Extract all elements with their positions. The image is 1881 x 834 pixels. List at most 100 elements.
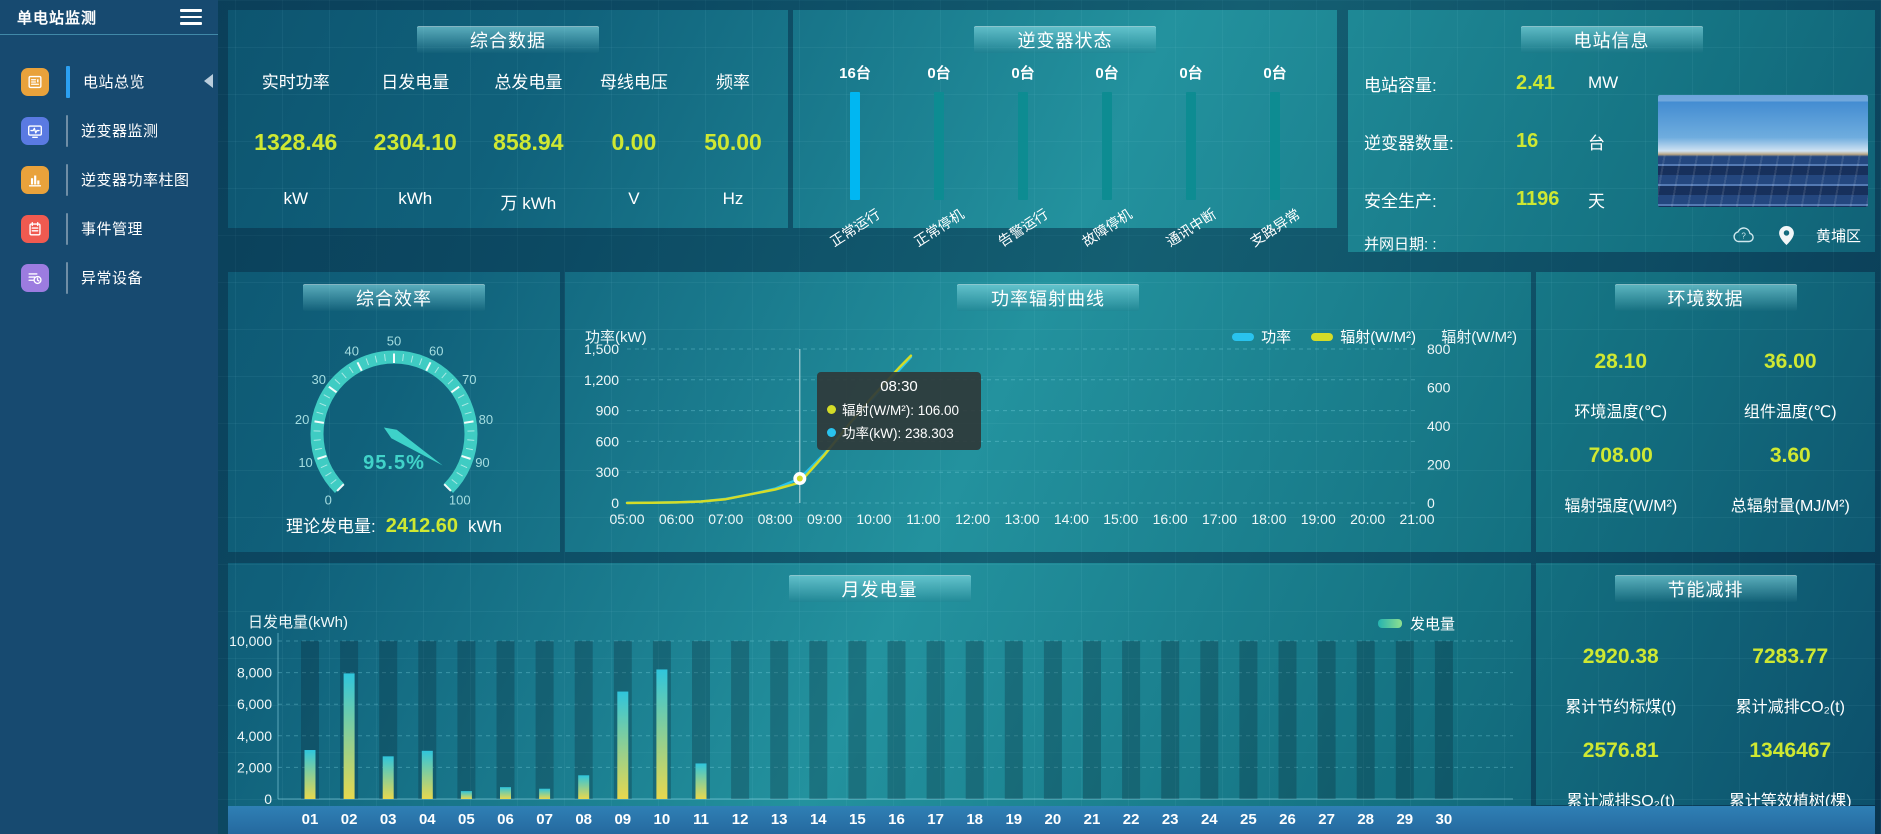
sidebar-item-4[interactable]: 事件管理 [0,204,218,253]
theory-energy-label: 理论发电量: [285,517,376,536]
sidebar-item-label: 异常设备 [81,270,144,287]
day-axis-label: 17 [927,811,944,828]
theory-energy-unit: kWh [468,517,503,536]
nav-separator [66,212,68,245]
inverter-count: 0台 [1179,65,1203,82]
nav-separator [66,261,68,294]
energy-saving-metric-value: 7283.77 [1752,645,1829,668]
station-footer: ? 黄埔区 [1731,225,1861,246]
efficiency-title-text: 综合效率 [356,289,432,309]
environment-metric-label: 辐射强度(W/M²) [1564,498,1678,515]
day-axis-label: 08 [575,811,593,828]
energy-saving-metric-value: 1346467 [1749,739,1832,762]
svg-text:05:00: 05:00 [609,511,644,527]
station-row-value: 1196 [1516,187,1560,210]
inverter-status-item: 0台 告警运行 [987,62,1059,250]
day-axis-label: 28 [1357,811,1375,828]
metric-label: 实时功率 [261,73,330,92]
day-axis-label: 10 [653,811,671,828]
day-axis-label: 27 [1318,811,1335,828]
inverter-status-bar [1102,92,1112,200]
svg-text:4,000: 4,000 [237,728,272,744]
svg-text:8,000: 8,000 [237,665,272,681]
tooltip-row-text: 辐射(W/M²): 106.00 [842,403,960,418]
svg-text:0: 0 [611,495,619,511]
metric-unit: Hz [722,189,744,208]
environment-metric: 36.00 组件温度(℃) [1706,350,1876,422]
sidebar-item-label: 电站总览 [83,74,146,91]
menu-icon[interactable] [180,9,202,25]
inverter-count: 0台 [1263,65,1287,82]
tooltip-row: 辐射(W/M²): 106.00 [827,399,971,419]
svg-text:50: 50 [387,334,401,349]
legend-item-radiation[interactable]: 辐射(W/M²) [1311,326,1416,347]
abnormal-device-icon [21,263,49,292]
metric-unit: 万 kWh [500,194,557,213]
energy-saving-metric-label: 累计减排CO₂(t) [1735,699,1845,716]
svg-text:6,000: 6,000 [237,696,272,712]
energy-saving-metric-label: 累计减排SO₂(t) [1566,793,1675,810]
legend-item-power[interactable]: 功率 [1232,326,1291,347]
right-axis-name: 辐射(W/M²) [1441,329,1517,346]
day-axis-band[interactable]: 01 02 03 04 05 06 07 08 09 10 11 12 13 14 15 16 17 18 19 20… [228,806,1875,834]
svg-text:07:00: 07:00 [708,511,743,527]
station-row-label: 并网日期: : [1364,235,1437,253]
svg-text:600: 600 [1427,380,1451,396]
environment-title: 环境数据 [1614,284,1797,311]
sidebar-item-2[interactable]: 逆变器监测 [0,106,218,155]
day-axis-label: 18 [966,811,984,828]
tooltip-series-dot [827,427,836,437]
sidebar-item-1[interactable]: 电站总览 [0,57,218,106]
inverter-status-bar [1018,92,1028,200]
left-axis-name: 功率(kW) [585,329,647,346]
overview-icon [21,67,49,96]
inverter-count: 16台 [839,65,871,82]
inverter-status-label: 告警运行 [995,205,1051,250]
svg-text:600: 600 [596,433,620,449]
inverter-status-bar [1270,92,1280,200]
station-info-title-text: 电站信息 [1573,31,1650,51]
inverter-status-label: 故障停机 [1079,205,1135,250]
station-row-unit: MW [1588,73,1619,92]
metric-unit: kW [283,189,309,208]
summary-panel-title: 综合数据 [417,26,599,53]
summary-metric: 总发电量 858.94 万 kWh [493,68,563,214]
environment-metric: 28.10 环境温度(℃) [1536,350,1706,422]
sidebar-item-5[interactable]: 异常设备 [0,253,218,302]
tooltip-rows: 辐射(W/M²): 106.00 功率(kW): 238.303 [827,399,971,442]
sidebar-item-3[interactable]: 逆变器功率柱图 [0,155,218,204]
inverter-status-item: 0台 通讯中断 [1155,62,1227,250]
day-axis-label: 20 [1044,811,1062,828]
environment-title-text: 环境数据 [1667,289,1744,309]
station-photo [1658,95,1868,207]
legend-swatch [1311,332,1334,341]
inverter-status-label: 正常运行 [827,205,883,250]
inverter-status-item: 0台 支路异常 [1239,62,1311,250]
svg-text:900: 900 [596,403,620,419]
summary-panel: 综合数据 实时功率 1328.46 kW 日发电量 2304.10 kWh 总发电量 858.… [228,10,788,228]
svg-text:0: 0 [325,492,332,507]
day-axis-label: 05 [458,811,475,828]
inverter-status-item: 16台正常运行 [819,62,891,250]
svg-text:1,200: 1,200 [584,372,619,388]
metric-unit: V [628,189,640,208]
nav-separator [66,65,70,98]
gauge-value: 95.5% [363,452,425,474]
location-pin-icon [1779,226,1794,245]
line-chart-legend: 功率 辐射(W/M²) [1232,326,1416,347]
inverter-status-panel: 逆变器状态 16台 正常运行 0台 正常停机 0台 告警运行 0台 故障停机 0台 通讯中断 0台支… [793,10,1337,250]
inverter-status-bars: 16台 正常运行 0台 正常停机 0台 告警运行 0台 故障停机 0台 通讯中断 0台 支路异常 [819,62,1311,250]
environment-metrics: 28.10 环境温度(℃) 36.00 组件温度(℃) 708.00 辐射强度(W/M²)… [1536,350,1875,516]
environment-metric-label: 组件温度(℃) [1743,404,1837,421]
app-title: 单电站监测 [17,9,98,27]
bar-chart-legend[interactable]: 发电量 [1378,613,1455,634]
sidebar-collapse-arrow[interactable] [204,74,213,88]
summary-metric: 实时功率 1328.46 kW [254,68,337,214]
svg-text:2,000: 2,000 [237,759,272,775]
svg-text:17:00: 17:00 [1202,511,1237,527]
day-axis-label: 25 [1240,811,1257,828]
tooltip-series-dot [827,404,836,414]
station-row-label: 安全生产: [1364,191,1437,211]
metric-value: 50.00 [704,129,762,155]
